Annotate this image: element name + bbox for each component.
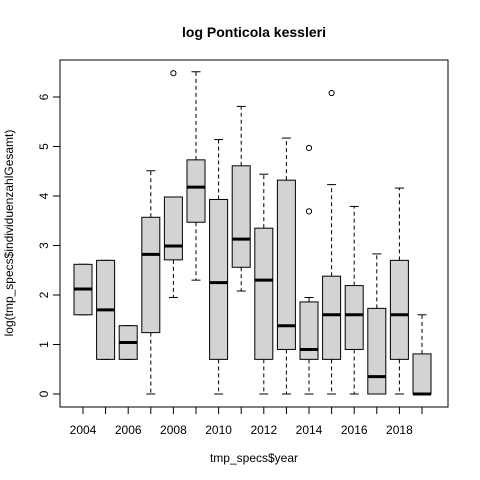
box-2005 [96, 259, 116, 360]
box-iqr-2015 [322, 275, 342, 360]
x-axis-label: tmp_specs$year [210, 451, 298, 465]
y-tick-label-2: 2 [37, 291, 51, 298]
box-2012 [254, 173, 274, 395]
x-tick-label-2016: 2016 [341, 423, 368, 437]
box-iqr-2008 [163, 196, 183, 261]
box-2008 [163, 70, 183, 298]
box-2007 [141, 170, 161, 395]
outlier-2015-0 [328, 89, 335, 97]
box-2004 [73, 263, 93, 316]
chart-title: log Ponticola kessleri [182, 24, 326, 40]
box-iqr-2011 [231, 165, 251, 268]
x-tick-label-2010: 2010 [205, 423, 232, 437]
box-2014 [299, 144, 319, 395]
plot-frame [59, 59, 449, 408]
box-iqr-2007 [141, 216, 161, 334]
outlier-2008-0 [170, 70, 177, 77]
y-axis-label: log(tmp_specs$individuenzahlGesamt) [2, 130, 16, 337]
outlier-2014-0 [305, 208, 313, 215]
box-2009 [186, 71, 206, 281]
x-tick-label-2014: 2014 [296, 423, 323, 437]
box-iqr-2017 [367, 307, 387, 395]
x-axis: 2004 2006 2008 2010 2012 2014 2016 2018 [70, 406, 423, 437]
box-iqr-2009 [186, 159, 206, 223]
box-2006 [118, 325, 138, 360]
y-tick-label-1: 1 [37, 341, 51, 348]
y-axis: 0 1 2 3 4 5 6 [37, 93, 61, 397]
box-2015 [322, 89, 342, 395]
y-tick-label-4: 4 [37, 192, 51, 199]
box-2017 [367, 253, 387, 395]
box-2018 [389, 187, 409, 395]
box-2010 [209, 139, 229, 395]
box-iqr-2012 [254, 227, 274, 360]
y-tick-label-5: 5 [37, 143, 51, 150]
boxes-group [73, 70, 432, 396]
plot-area [59, 59, 449, 408]
x-tick-label-2008: 2008 [160, 423, 187, 437]
y-tick-label-6: 6 [37, 93, 51, 100]
box-iqr-2018 [389, 259, 409, 360]
box-iqr-2013 [276, 179, 296, 350]
x-tick-label-2018: 2018 [386, 423, 413, 437]
box-2016 [344, 205, 364, 395]
y-tick-label-0: 0 [37, 390, 51, 397]
box-iqr-2010 [209, 198, 229, 360]
y-tick-label-3: 3 [37, 242, 51, 249]
box-iqr-2019 [412, 353, 432, 395]
box-iqr-2016 [344, 285, 364, 350]
x-tick-label-2004: 2004 [70, 423, 97, 437]
x-tick-label-2012: 2012 [250, 423, 277, 437]
outlier-2014-1 [305, 144, 313, 152]
box-2011 [231, 105, 251, 292]
x-tick-label-2006: 2006 [115, 423, 142, 437]
box-2013 [276, 137, 296, 395]
box-2019 [412, 314, 432, 396]
box-iqr-2014 [299, 301, 319, 360]
